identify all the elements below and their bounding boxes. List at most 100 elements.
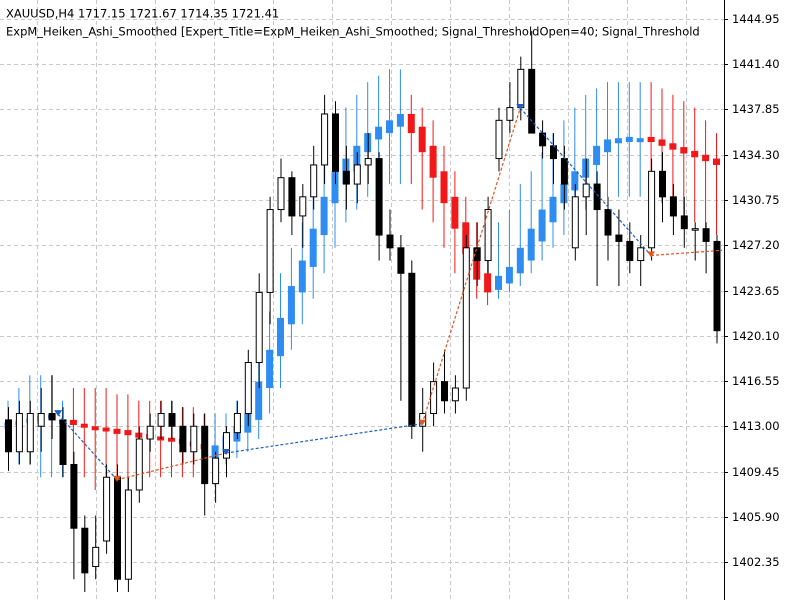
trade-line [421, 107, 521, 424]
trade-line [225, 423, 423, 454]
candle-body [702, 228, 710, 242]
ha-body [451, 196, 459, 229]
ha-body [495, 275, 502, 290]
ha-body [211, 445, 219, 459]
candle-body [648, 170, 656, 249]
candle-body [288, 177, 296, 217]
ha-body [102, 427, 110, 432]
candle-body [168, 413, 176, 427]
ha-body [396, 113, 404, 127]
ha-body [505, 266, 513, 284]
ha-body [277, 317, 284, 357]
ha-body [386, 120, 393, 134]
candle-body [124, 489, 132, 580]
y-tick-label: 1437.85 [732, 102, 780, 116]
ha-body [168, 437, 175, 442]
y-tick-label: 1427.20 [732, 238, 780, 252]
ha-body [298, 260, 306, 293]
y-tick-label: 1413.00 [732, 419, 780, 433]
ha-body [80, 423, 88, 428]
ha-body [113, 428, 121, 434]
candle-body [593, 183, 601, 211]
ha-body [320, 196, 328, 236]
candle-body [190, 425, 198, 453]
candle-body [114, 476, 121, 580]
candle-body [277, 177, 285, 211]
ha-body [604, 139, 611, 153]
ha-body [266, 349, 274, 389]
candle-body [484, 209, 492, 262]
candle-body [135, 438, 143, 491]
ha-body [593, 145, 601, 165]
ha-body [680, 147, 688, 154]
candle-body [441, 381, 448, 402]
trade-arrow [647, 251, 656, 258]
ha-body [255, 381, 263, 420]
candle-body [517, 68, 525, 109]
candle-body [669, 196, 677, 217]
plot [4, 31, 722, 592]
trade-line [651, 249, 722, 257]
ha-body [614, 138, 622, 144]
candle-body [571, 196, 579, 249]
ha-body [636, 138, 644, 143]
ha-body [713, 158, 720, 165]
candle-body [223, 432, 230, 459]
candle-body [5, 419, 12, 453]
y-tick-label: 1409.45 [732, 465, 780, 479]
candle-body [495, 119, 503, 160]
y-tick-label: 1430.75 [732, 193, 780, 207]
candle-body [659, 170, 666, 198]
candle-body [637, 247, 645, 262]
ha-body [440, 171, 448, 204]
candle-body [244, 362, 252, 415]
candle-body [582, 183, 590, 198]
y-tick-label: 1405.90 [732, 510, 780, 524]
ha-body [331, 171, 339, 204]
trade-arrow [222, 449, 230, 456]
trade-arrow [516, 103, 525, 110]
candle-body [375, 158, 383, 236]
candle-body [451, 387, 459, 402]
candle-body [506, 107, 514, 121]
ha-body [69, 419, 77, 425]
ha-body [702, 154, 710, 162]
ha-body [549, 196, 557, 223]
candle-body [332, 113, 339, 172]
candle-body [59, 419, 67, 465]
candle-body [691, 228, 699, 231]
ha-body [516, 247, 524, 274]
candle-body [364, 158, 372, 166]
y-tick-label: 1416.55 [732, 374, 780, 388]
trade-line [519, 107, 652, 256]
ha-body [418, 126, 426, 153]
candle-body [255, 291, 263, 364]
candle-body [713, 240, 721, 332]
candle-body [201, 425, 209, 485]
candle-body [233, 413, 241, 434]
trade-line [116, 452, 227, 481]
candle-body [212, 457, 220, 485]
ha-body [429, 145, 437, 178]
candle-body [604, 209, 612, 236]
chart-title: XAUUSD,H4 1717.15 1721.67 1714.35 1721.4… [6, 7, 279, 21]
candle-body [680, 215, 688, 230]
ha-body [691, 150, 699, 158]
y-tick-label: 1444.95 [732, 12, 780, 26]
ha-body [571, 171, 579, 191]
y-tick-label: 1423.65 [732, 284, 780, 298]
trade-arrow [418, 419, 427, 426]
candle-body [179, 425, 187, 453]
candle-body [408, 272, 416, 427]
y-tick-label: 1402.35 [732, 555, 780, 569]
ha-body [625, 136, 633, 143]
candle-body [299, 196, 307, 217]
chart-subtitle: ExpM_Heiken_Ashi_Smoothed [Expert_Title=… [6, 25, 700, 39]
candle-body [92, 546, 100, 567]
candle-body [321, 113, 329, 166]
trade-arrow [113, 475, 121, 482]
ha-body [407, 113, 415, 134]
candle-body [103, 476, 111, 542]
candle-body [626, 240, 634, 262]
candle-body [310, 164, 318, 198]
